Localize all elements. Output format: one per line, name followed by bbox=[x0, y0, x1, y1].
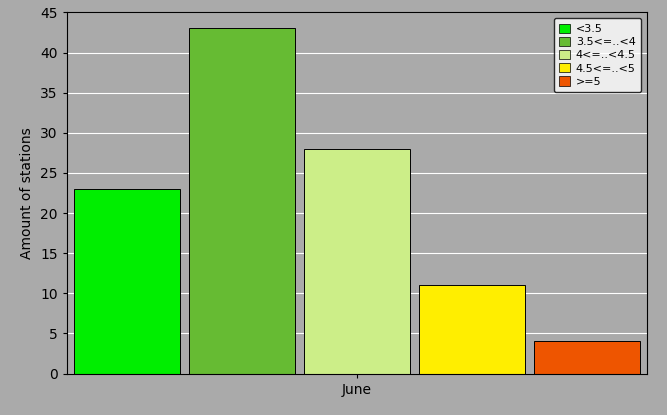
Bar bbox=[73, 189, 179, 374]
Legend: <3.5, 3.5<=..<4, 4<=..<4.5, 4.5<=..<5, >=5: <3.5, 3.5<=..<4, 4<=..<4.5, 4.5<=..<5, >… bbox=[554, 18, 642, 93]
Bar bbox=[304, 149, 410, 374]
Bar bbox=[534, 342, 640, 374]
Bar bbox=[419, 285, 525, 374]
Bar bbox=[189, 29, 295, 374]
Y-axis label: Amount of stations: Amount of stations bbox=[21, 127, 35, 259]
